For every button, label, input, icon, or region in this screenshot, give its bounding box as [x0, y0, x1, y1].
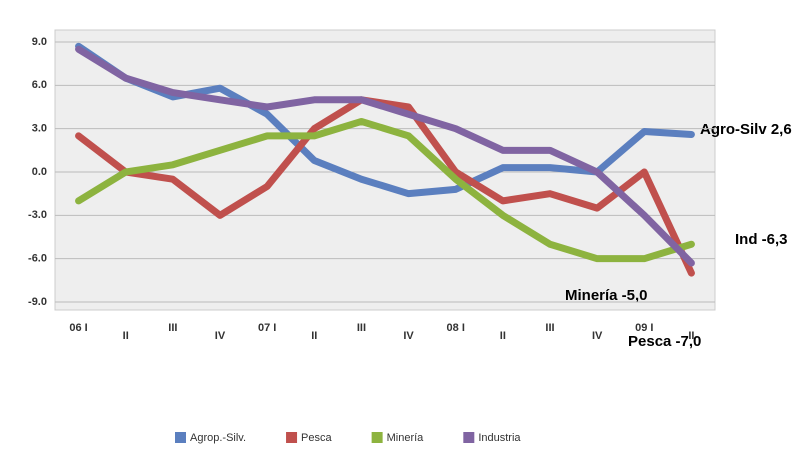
- x-tick-label: III: [357, 322, 366, 334]
- y-tick-label: -3.0: [28, 209, 47, 221]
- x-tick-label: 09 I: [635, 322, 653, 334]
- x-tick-label: IV: [403, 330, 414, 342]
- x-tick-label: IV: [215, 330, 226, 342]
- y-tick-label: 0.0: [32, 166, 47, 178]
- legend-label: Minería: [387, 432, 425, 444]
- annotation: Agro-Silv 2,6: [700, 121, 792, 138]
- series-line: [75, 117, 695, 263]
- legend-swatch: [286, 432, 298, 443]
- legend-swatch: [463, 432, 475, 443]
- x-tick-label: 08 I: [447, 322, 465, 334]
- legend-swatch: [371, 432, 383, 443]
- y-tick-label: 6.0: [32, 79, 47, 91]
- x-tick-label: II: [311, 330, 317, 342]
- y-tick-label: -9.0: [28, 296, 47, 308]
- y-tick-label: -6.0: [28, 253, 47, 265]
- legend-label: Industria: [478, 432, 521, 444]
- x-tick-label: IV: [592, 330, 603, 342]
- legend-swatch: [175, 432, 186, 443]
- y-tick-label: 3.0: [32, 123, 47, 135]
- x-tick-label: 06 I: [69, 322, 87, 334]
- legend-label: Agrop.-Silv.: [190, 432, 246, 444]
- annotation: Minería -5,0: [565, 287, 648, 304]
- x-tick-label: II: [688, 330, 694, 342]
- series-line: [75, 45, 695, 267]
- annotation: Pesca -7,0: [628, 333, 701, 350]
- x-tick-label: III: [545, 322, 554, 334]
- legend-label: Pesca: [301, 432, 332, 444]
- y-tick-label: 9.0: [32, 36, 47, 48]
- x-tick-label: II: [123, 330, 129, 342]
- x-tick-label: III: [168, 322, 177, 334]
- x-tick-label: II: [500, 330, 506, 342]
- annotation: Ind -6,3: [735, 231, 788, 248]
- x-tick-label: 07 I: [258, 322, 276, 334]
- plot-area: [54, 29, 716, 311]
